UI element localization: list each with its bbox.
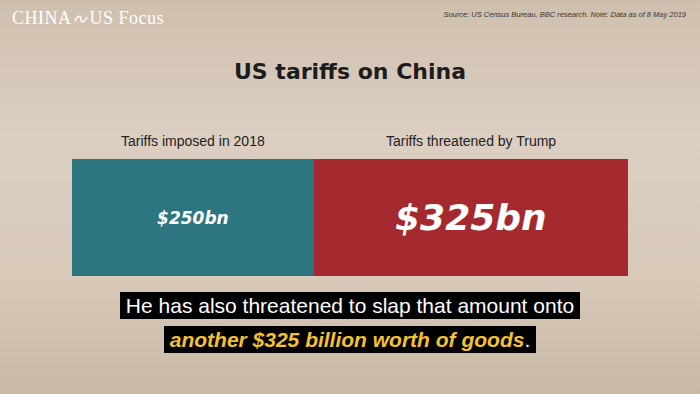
svg-text:$325bn: $325bn [395,197,547,238]
html-text:another $325 billion worth of: another $325 billion worth of goods. [169,328,531,351]
svg-text:$250bn: $250bn [157,208,229,228]
svg-text:Tariffs imposed in 2018: Tariffs imposed in 2018 [121,133,265,149]
html-text:US Focus: US Focus [89,8,164,28]
html-text:He has also threatened to slap: He has also threatened to slap that amou… [125,294,575,317]
html-text:Source: US Census Bureau, BBC: Source: US Census Bureau, BBC research. … [443,10,686,19]
html-text:CHINA: CHINA [12,8,72,28]
svg-text:US tariffs on China: US tariffs on China [234,59,466,84]
svg-text:Tariffs threatened by Trump: Tariffs threatened by Trump [386,133,556,149]
